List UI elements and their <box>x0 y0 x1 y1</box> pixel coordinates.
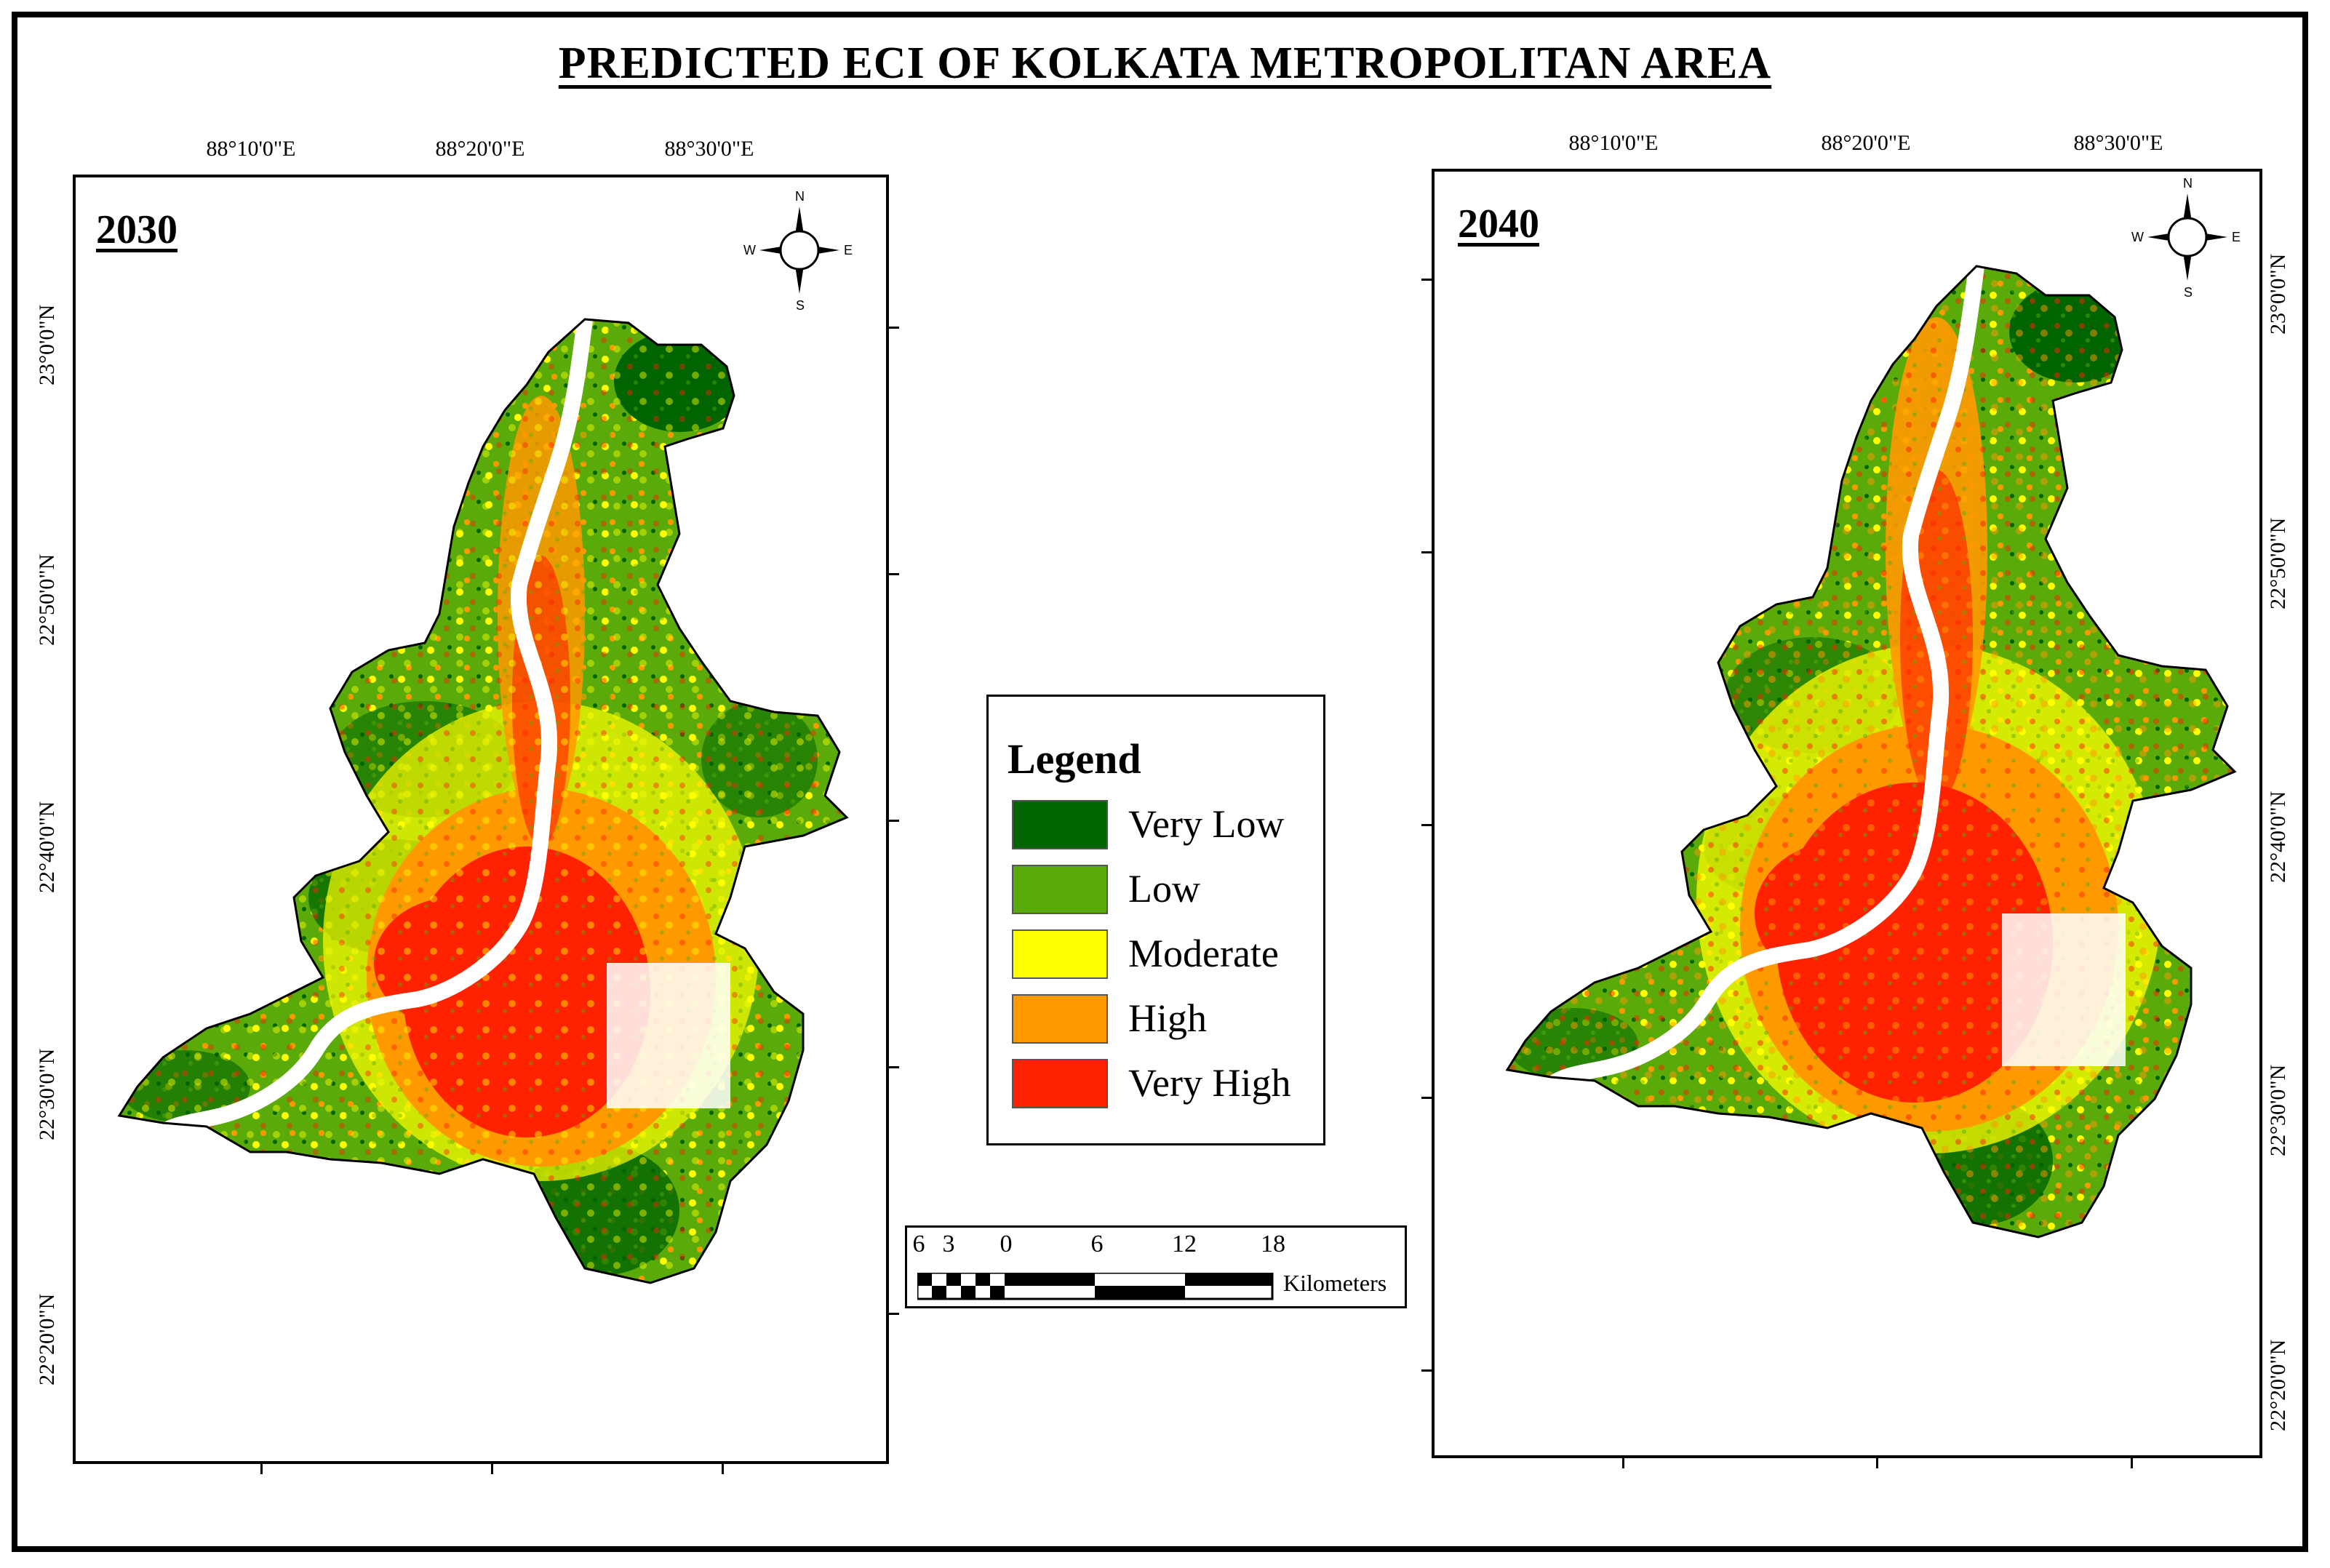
eci-map-2040 <box>1505 265 2237 1239</box>
legend-item-moderate: Moderate <box>1012 929 1317 980</box>
legend-swatch <box>1012 929 1108 979</box>
compass-e-label: E <box>844 243 853 257</box>
legend-label: Very Low <box>1128 802 1285 846</box>
legend-swatch <box>1012 800 1108 849</box>
scale-number: 0 <box>1000 1231 1013 1257</box>
compass-s-label: S <box>2184 285 2193 300</box>
year-label-2030: 2030 <box>96 207 177 252</box>
map-panel-2040: 2040 N S W E <box>1432 169 2262 1458</box>
compass-w-label: W <box>743 243 756 257</box>
lon-label: 88°30'0"E <box>664 137 754 161</box>
map-title: PREDICTED ECI OF KOLKATA METROPOLITAN AR… <box>558 39 1772 88</box>
lat-label: 22°30'0"N <box>2266 1064 2290 1156</box>
compass-n-label: N <box>2183 176 2193 191</box>
scale-number: 18 <box>1261 1231 1285 1257</box>
scale-number: 6 <box>912 1231 925 1257</box>
year-label-2040: 2040 <box>1458 201 1539 247</box>
eci-map-2030 <box>117 318 849 1284</box>
lat-label: 22°20'0"N <box>2266 1339 2290 1431</box>
north-arrow-compass-icon <box>759 207 839 294</box>
lat-label: 23°0'0"N <box>2266 253 2290 335</box>
lon-label: 88°10'0"E <box>1568 131 1659 155</box>
lat-label: 22°20'0"N <box>35 1293 59 1385</box>
legend-label: Very High <box>1128 1061 1291 1105</box>
scale-number: 6 <box>1090 1231 1104 1257</box>
lat-label: 22°50'0"N <box>35 553 59 646</box>
lon-label: 88°20'0"E <box>435 137 525 161</box>
compass-2040: N S W E <box>2131 176 2242 303</box>
lat-label: 22°30'0"N <box>35 1048 59 1140</box>
compass-w-label: W <box>2131 230 2144 244</box>
compass-s-label: S <box>796 298 805 313</box>
lon-label: 88°30'0"E <box>2073 131 2163 155</box>
lat-label: 22°40'0"N <box>2266 791 2290 883</box>
compass-e-label: E <box>2232 230 2241 244</box>
legend-swatch <box>1012 865 1108 914</box>
legend: Legend Very Low Low Moderate High Very H… <box>986 695 1325 1145</box>
outer-frame <box>12 12 2308 1552</box>
legend-title: Legend <box>1008 735 1141 783</box>
lon-label: 88°10'0"E <box>206 137 296 161</box>
lon-label: 88°20'0"E <box>1821 131 1911 155</box>
scale-bar: 6 3 0 6 12 18 Kilometers <box>905 1225 1407 1308</box>
compass-n-label: N <box>795 189 805 204</box>
lat-label: 23°0'0"N <box>35 304 59 385</box>
lat-label: 22°50'0"N <box>2266 517 2290 609</box>
scale-number: 12 <box>1172 1231 1197 1257</box>
north-arrow-compass-icon <box>2147 193 2227 281</box>
legend-item-low: Low <box>1012 865 1317 916</box>
legend-item-high: High <box>1012 994 1317 1045</box>
scale-number: 3 <box>942 1231 955 1257</box>
legend-label: High <box>1128 996 1207 1040</box>
scale-unit: Kilometers <box>1283 1270 1387 1296</box>
lat-label: 22°40'0"N <box>35 801 59 893</box>
legend-label: Low <box>1128 867 1200 911</box>
legend-item-very-high: Very High <box>1012 1059 1317 1110</box>
legend-label: Moderate <box>1128 932 1279 975</box>
map-panel-2030: 2030 N S W E <box>73 175 889 1464</box>
legend-item-very-low: Very Low <box>1012 800 1317 851</box>
compass-2030: N S W E <box>743 189 854 316</box>
scale-bar-graphic <box>917 1273 1274 1300</box>
legend-swatch <box>1012 994 1108 1044</box>
legend-swatch <box>1012 1059 1108 1108</box>
